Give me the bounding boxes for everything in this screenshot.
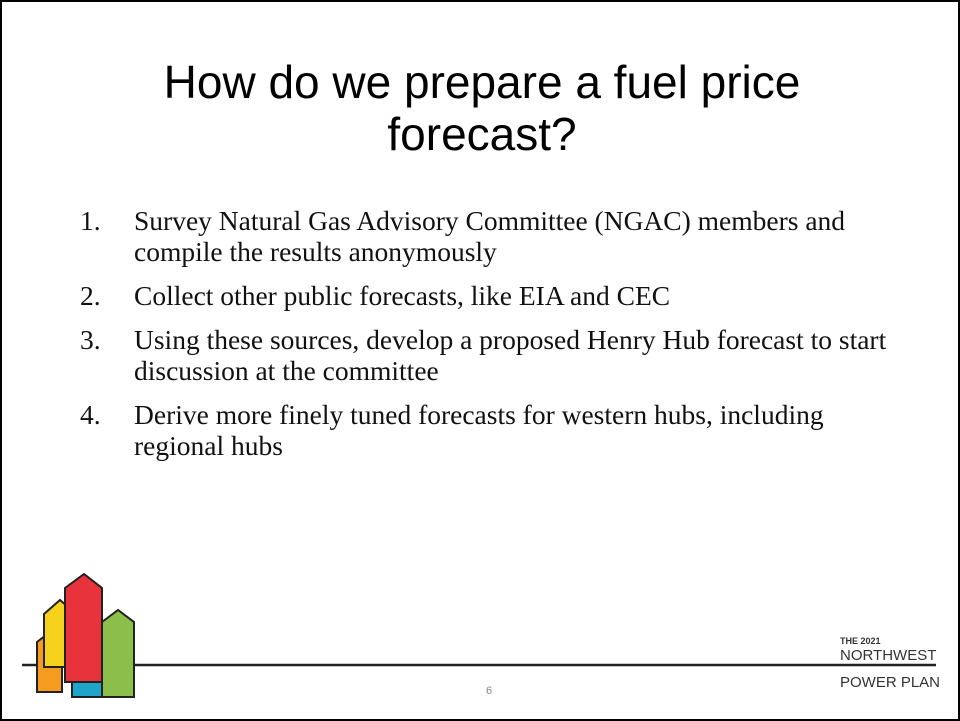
item-number: 2.: [80, 280, 101, 311]
item-number: 3.: [80, 324, 101, 355]
item-text: Survey Natural Gas Advisory Committee (N…: [134, 205, 846, 267]
bullet-list: 1. Survey Natural Gas Advisory Committee …: [80, 205, 910, 474]
list-item: 1. Survey Natural Gas Advisory Committee …: [80, 205, 910, 267]
logo-text: NORTHWEST: [840, 647, 937, 664]
item-number: 4.: [80, 399, 101, 430]
item-text: Collect other public forecasts, like EIA…: [134, 280, 671, 311]
logo-shape: [64, 572, 103, 683]
list-item: 2. Collect other public forecasts, like E…: [80, 280, 910, 311]
item-text: Using these sources, develop a proposed …: [134, 324, 887, 386]
item-text: Derive more finely tuned forecasts for w…: [134, 399, 824, 461]
page-number: 6: [486, 685, 493, 697]
list-item: 4. Derive more finely tuned forecasts for…: [80, 399, 910, 461]
slide-title: How do we prepare a fuel price forecast?: [163, 56, 801, 160]
item-number: 1.: [80, 205, 101, 236]
list-item: 3. Using these sources, develop a propose…: [80, 324, 910, 386]
logo-text: THE 2021: [840, 636, 881, 646]
logo-text: POWER PLAN: [840, 674, 941, 691]
logo-shape: [101, 608, 135, 698]
